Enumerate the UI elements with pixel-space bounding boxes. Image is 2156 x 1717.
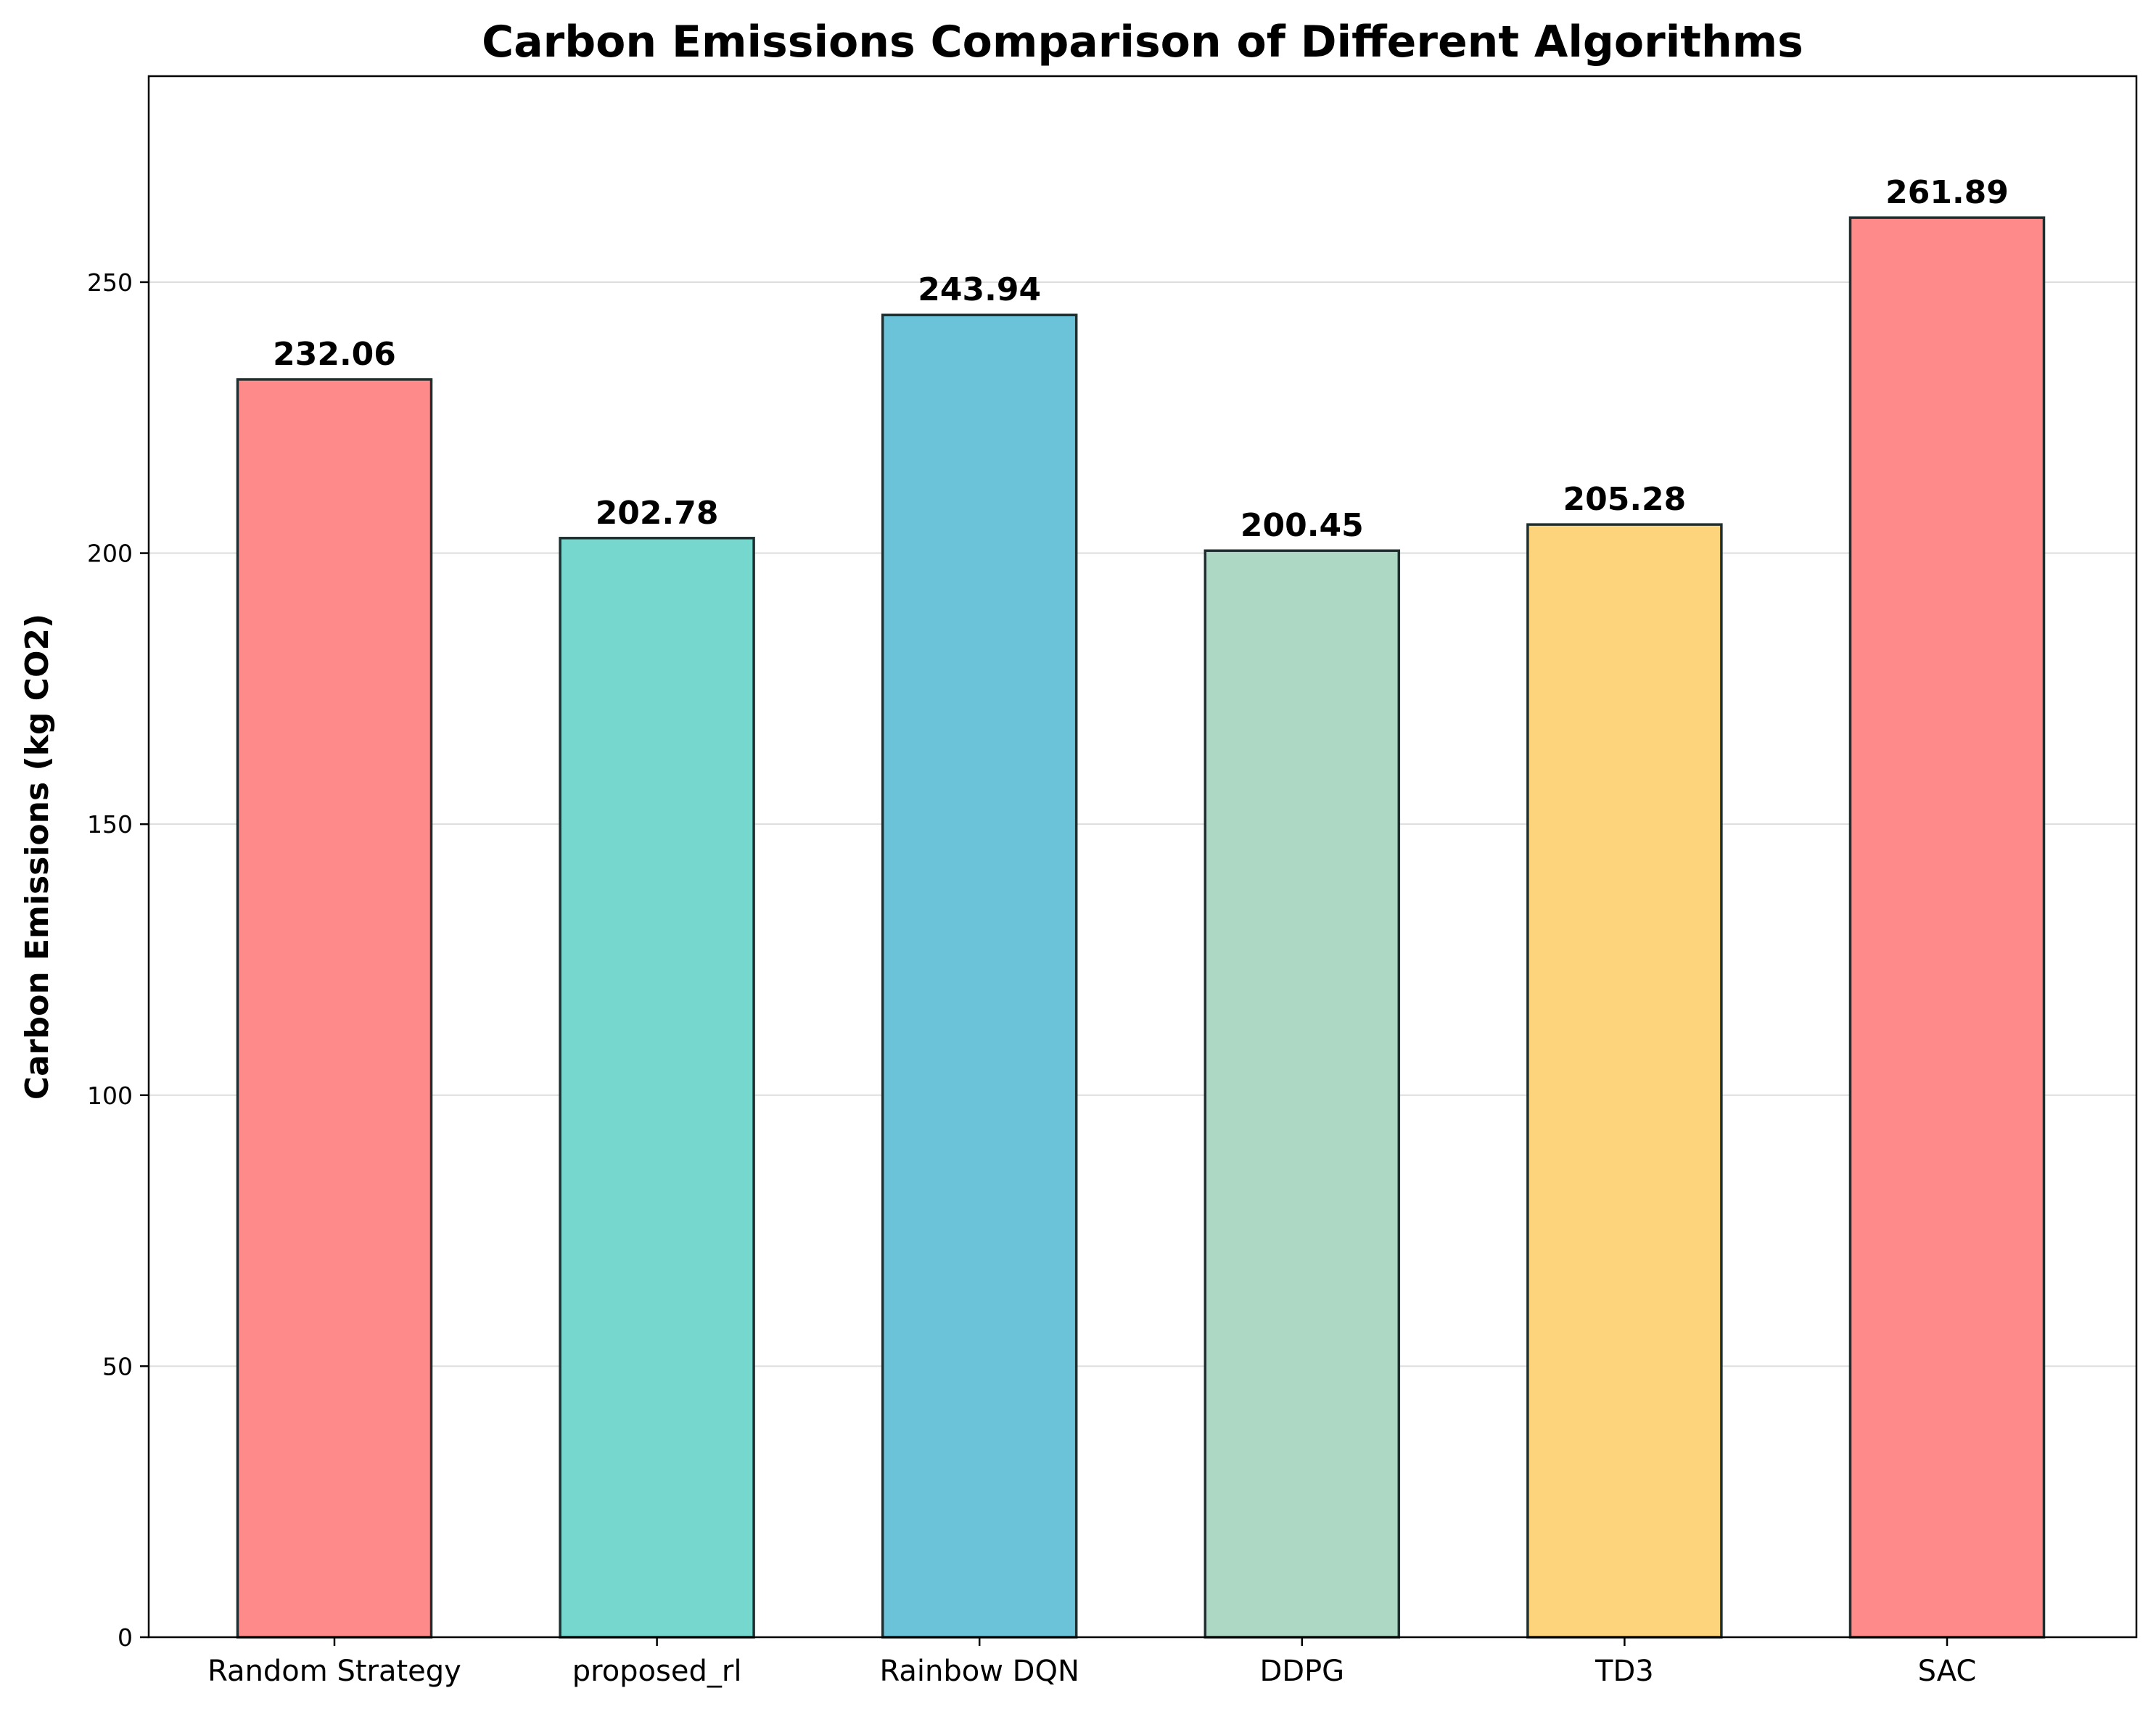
data-label: 200.45	[1240, 507, 1364, 544]
y-tick-label: 150	[87, 810, 133, 839]
y-tick-label: 200	[87, 540, 133, 568]
gridlines	[149, 281, 2136, 1367]
data-labels: 232.06 202.78 243.94 200.45 205.28 261.89	[273, 174, 2009, 544]
y-tick-label: 250	[87, 268, 133, 297]
bar-0	[236, 378, 433, 1639]
data-label: 205.28	[1563, 481, 1687, 518]
x-tick-label: Rainbow DQN	[880, 1655, 1079, 1688]
chart-title: Carbon Emissions Comparison of Different…	[482, 17, 1803, 67]
data-label: 243.94	[918, 271, 1041, 308]
data-label: 232.06	[273, 336, 396, 373]
x-tick-label: SAC	[1918, 1655, 1977, 1688]
y-tick-label: 50	[102, 1352, 133, 1380]
bar-4	[1526, 523, 1723, 1639]
y-axis-label: Carbon Emissions (kg CO2)	[19, 614, 56, 1100]
bar-5	[1848, 216, 2046, 1639]
bar-2	[881, 313, 1078, 1639]
y-tick-label: 100	[87, 1082, 133, 1110]
y-axis-ticks: 0 50 100 150 200 250	[87, 268, 149, 1652]
x-tick-label: Random Strategy	[207, 1655, 461, 1688]
x-axis-ticks: Random Strategy proposed_rl Rainbow DQN DDP…	[207, 1637, 1976, 1688]
bar-3	[1204, 549, 1401, 1639]
y-tick-label: 0	[118, 1623, 133, 1652]
data-label: 261.89	[1885, 174, 2009, 211]
plot-frame	[147, 75, 2138, 1639]
x-tick-label: DDPG	[1259, 1655, 1344, 1688]
x-tick-label: TD3	[1595, 1655, 1654, 1688]
x-tick-label: proposed_rl	[572, 1655, 742, 1688]
bars	[236, 216, 2046, 1639]
bar-1	[559, 537, 755, 1639]
data-label: 202.78	[596, 495, 719, 532]
